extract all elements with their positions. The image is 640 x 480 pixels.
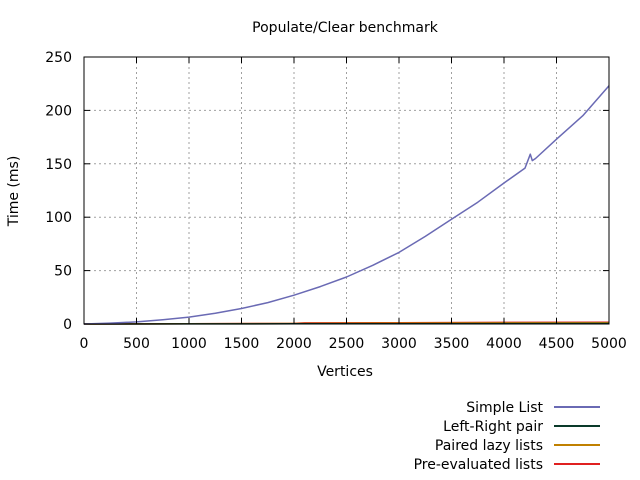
x-tick-label: 2500 — [329, 336, 365, 352]
legend-label: Left-Right pair — [443, 419, 543, 435]
x-tick-label: 3500 — [434, 336, 470, 352]
y-tick-label: 0 — [63, 317, 72, 333]
legend-label: Paired lazy lists — [435, 438, 543, 454]
x-tick-label: 500 — [123, 336, 150, 352]
y-tick-label: 150 — [45, 157, 72, 173]
x-tick-label: 4500 — [539, 336, 575, 352]
x-tick-label: 4000 — [486, 336, 522, 352]
x-tick-label: 0 — [80, 336, 89, 352]
y-axis: 0 50 100 150 200 250 — [45, 50, 609, 333]
x-tick-label: 5000 — [591, 336, 627, 352]
series-line-simple-list — [83, 85, 610, 325]
x-tick-label: 1500 — [224, 336, 260, 352]
y-tick-label: 50 — [54, 264, 72, 280]
grid — [84, 57, 609, 324]
legend: Simple List Left-Right pair Paired lazy li… — [414, 400, 600, 473]
y-tick-label: 200 — [45, 103, 72, 119]
x-tick-label: 3000 — [381, 336, 417, 352]
legend-label: Pre-evaluated lists — [414, 457, 543, 473]
y-axis-label: Time (ms) — [6, 156, 22, 228]
legend-label: Simple List — [466, 400, 543, 416]
x-axis-label: Vertices — [317, 364, 373, 380]
x-tick-label: 2000 — [276, 336, 312, 352]
y-tick-label: 250 — [45, 50, 72, 66]
y-tick-label: 100 — [45, 210, 72, 226]
x-axis: 0 500 1000 1500 2000 2500 3000 3500 4000 4500 5000 — [80, 57, 627, 352]
x-tick-label: 1000 — [171, 336, 207, 352]
chart-title: Populate/Clear benchmark — [252, 20, 439, 36]
